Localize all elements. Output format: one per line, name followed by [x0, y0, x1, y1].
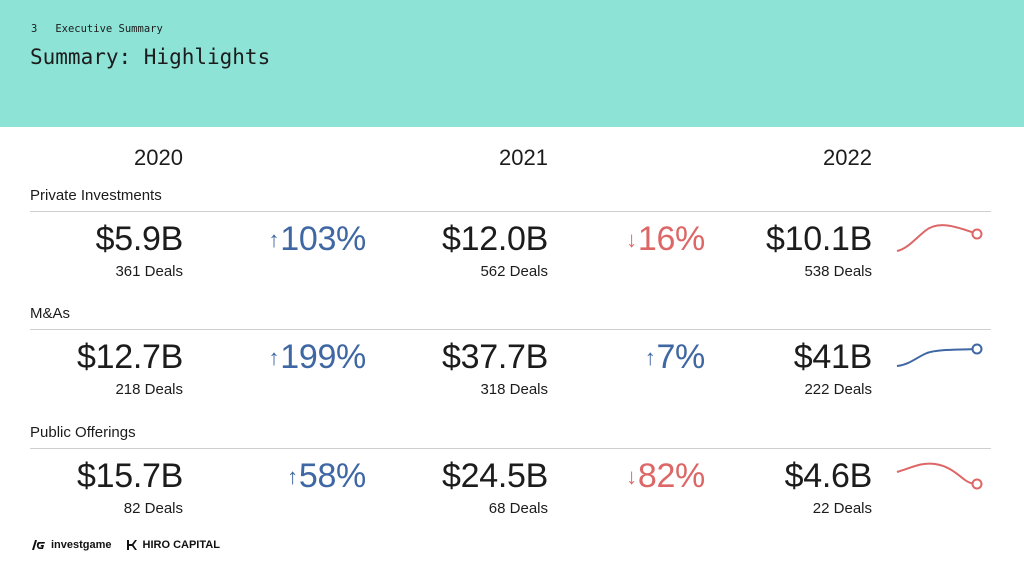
arrow-down-icon: ↓ [626, 464, 637, 489]
change-2021-2022: ↓82% [626, 457, 705, 495]
amount-2021: $37.7B [442, 338, 548, 376]
hiro-capital-logo: HIRO CAPITAL [126, 539, 220, 551]
sparkline-icon [896, 343, 983, 367]
change-2020-2021: ↑199% [268, 338, 367, 376]
arrow-up-icon: ↑ [287, 464, 298, 489]
sparkline-icon [896, 462, 983, 490]
header-band: 3 Executive Summary Summary: Highlights [0, 0, 1024, 127]
deals-2022: 222 Deals [804, 381, 872, 398]
amount-2020: $15.7B [77, 457, 183, 495]
amount-2020: $12.7B [77, 338, 183, 376]
hiro-capital-logo-icon [126, 540, 137, 550]
breadcrumb: 3 Executive Summary [31, 23, 163, 35]
change-2020-2021: ↑103% [268, 220, 367, 258]
amount-2021: $24.5B [442, 457, 548, 495]
hiro-capital-wordmark: HIRO CAPITAL [142, 539, 220, 551]
change-2021-2022: ↑7% [644, 338, 706, 376]
section-name: Executive Summary [55, 23, 163, 35]
deals-2021: 318 Deals [480, 381, 548, 398]
deals-2022: 22 Deals [812, 500, 872, 517]
year-header-2020: 2020 [134, 145, 183, 170]
change-2020-2021: ↑58% [287, 457, 366, 495]
year-header-2022: 2022 [823, 145, 872, 170]
section-label-public-offerings: Public Offerings [30, 424, 136, 441]
page-title: Summary: Highlights [30, 45, 271, 69]
deals-2020: 82 Deals [123, 500, 183, 517]
arrow-up-icon: ↑ [644, 345, 656, 370]
deals-2020: 361 Deals [115, 263, 183, 280]
deals-2020: 218 Deals [115, 381, 183, 398]
section-label-mas: M&As [30, 305, 71, 322]
section-label-private-investments: Private Investments [30, 187, 162, 204]
amount-2022: $4.6B [784, 457, 873, 495]
sparkline-icon [896, 224, 983, 252]
amount-2022: $41B [793, 338, 873, 376]
arrow-up-icon: ↑ [268, 345, 280, 370]
divider [30, 329, 991, 330]
amount-2022: $10.1B [766, 220, 872, 258]
deals-2021: 68 Deals [488, 500, 548, 517]
divider [30, 211, 991, 212]
page-number: 3 [31, 23, 38, 35]
deals-2021: 562 Deals [480, 263, 548, 280]
investgame-logo: investgame [30, 539, 112, 551]
investgame-wordmark: investgame [51, 539, 112, 551]
divider [30, 448, 991, 449]
investgame-logo-icon [32, 540, 45, 550]
footer-logos: investgame HIRO CAPITAL [30, 536, 220, 554]
arrow-up-icon: ↑ [268, 227, 280, 252]
arrow-down-icon: ↓ [626, 227, 637, 252]
change-2021-2022: ↓16% [626, 220, 705, 258]
amount-2021: $12.0B [442, 220, 548, 258]
amount-2020: $5.9B [95, 220, 184, 258]
year-header-2021: 2021 [499, 145, 548, 170]
deals-2022: 538 Deals [804, 263, 872, 280]
